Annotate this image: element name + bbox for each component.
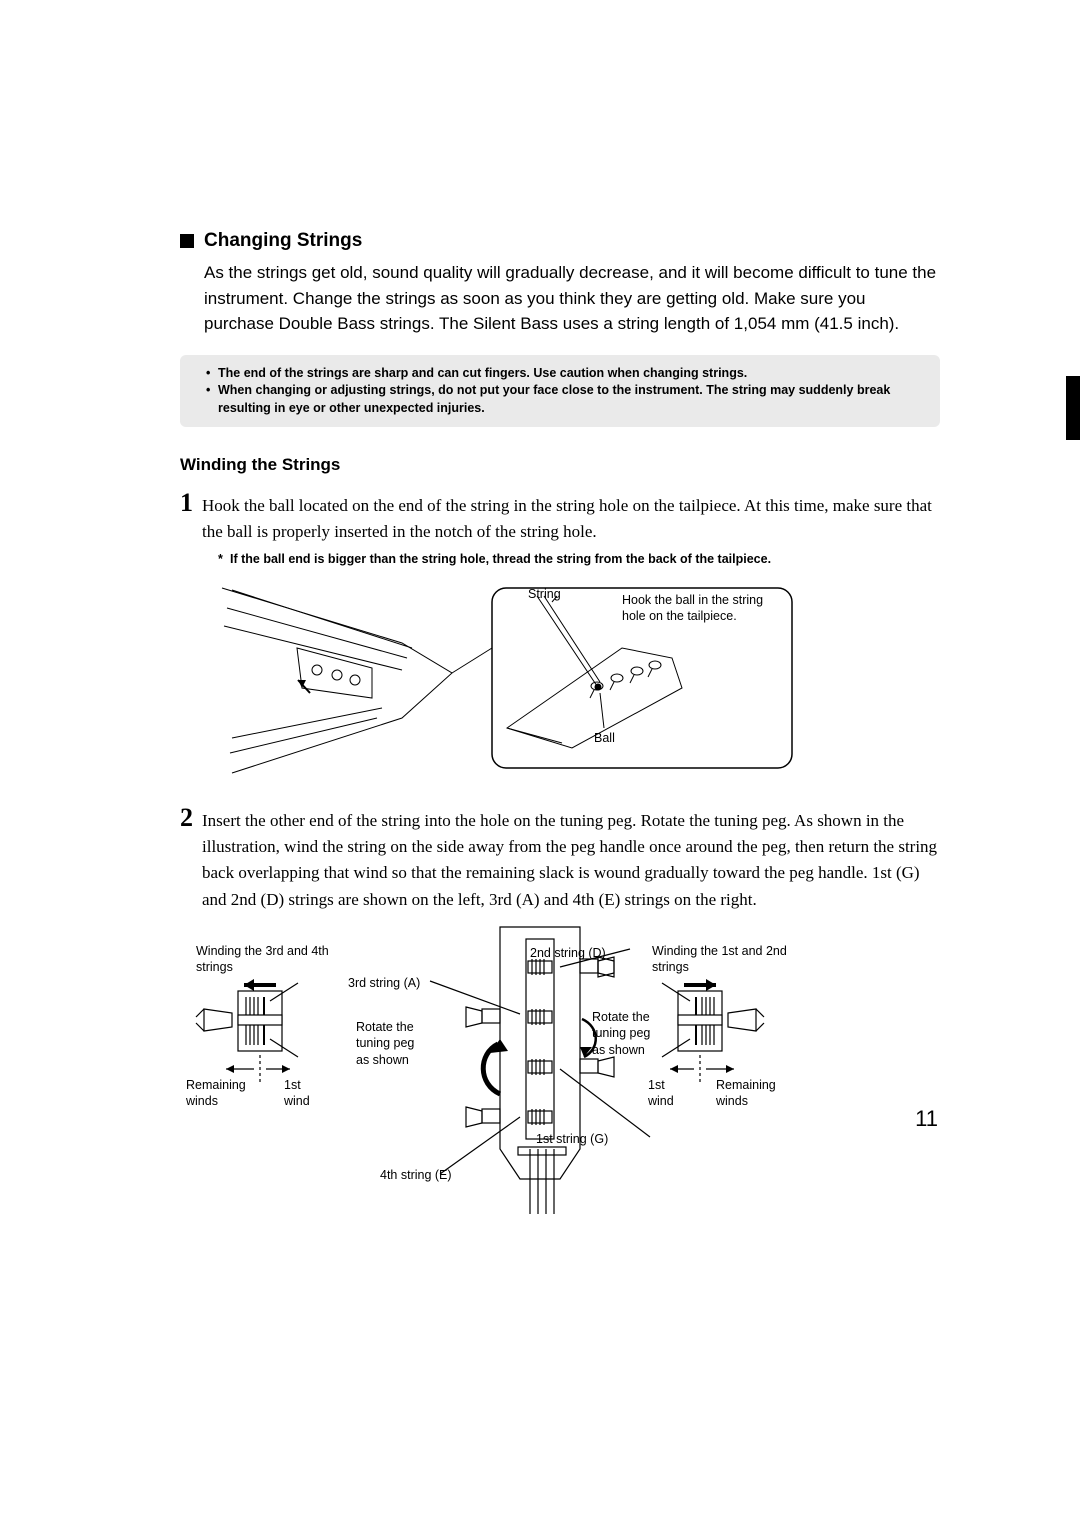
label-remaining-left: Remaining winds bbox=[186, 1077, 256, 1110]
section-title: Changing Strings bbox=[204, 230, 362, 252]
label-wind12: Winding the 1st and 2nd strings bbox=[652, 943, 792, 976]
caution-item: The end of the strings are sharp and can… bbox=[206, 365, 926, 383]
label-ball: Ball bbox=[594, 730, 615, 746]
section-body-text: As the strings get old, sound quality wi… bbox=[204, 260, 940, 337]
step-number: 1 bbox=[180, 489, 202, 546]
label-1g: 1st string (G) bbox=[536, 1131, 608, 1147]
section-title-row: Changing Strings bbox=[180, 230, 940, 252]
caution-box: The end of the strings are sharp and can… bbox=[180, 355, 940, 428]
label-wind34: Winding the 3rd and 4th strings bbox=[196, 943, 336, 976]
figure-winding: Winding the 3rd and 4th strings Remainin… bbox=[180, 919, 940, 1219]
label-firstwind-right: 1st wind bbox=[648, 1077, 688, 1110]
label-firstwind-left: 1st wind bbox=[284, 1077, 324, 1110]
step-text: Insert the other end of the string into … bbox=[202, 804, 940, 913]
label-string: String bbox=[528, 586, 561, 602]
caution-list: The end of the strings are sharp and can… bbox=[194, 365, 926, 418]
page-number: 11 bbox=[915, 1106, 938, 1132]
section-marker-tab bbox=[1066, 376, 1080, 440]
caution-item: When changing or adjusting strings, do n… bbox=[206, 382, 926, 417]
step-1-note: If the ball end is bigger than the strin… bbox=[218, 552, 940, 566]
page: Changing Strings As the strings get old,… bbox=[0, 0, 1080, 1528]
label-3a: 3rd string (A) bbox=[348, 975, 420, 991]
label-rotate-right: Rotate the tuning peg as shown bbox=[592, 1009, 662, 1058]
figure-tailpiece-svg bbox=[202, 578, 922, 778]
step-1: 1 Hook the ball located on the end of th… bbox=[180, 489, 940, 546]
label-4e: 4th string (E) bbox=[380, 1167, 452, 1183]
figure-tailpiece: String Hook the ball in the string hole … bbox=[202, 578, 922, 778]
step-2: 2 Insert the other end of the string int… bbox=[180, 804, 940, 913]
content-area: Changing Strings As the strings get old,… bbox=[180, 230, 940, 1219]
step-text: Hook the ball located on the end of the … bbox=[202, 489, 940, 546]
step-number: 2 bbox=[180, 804, 202, 913]
subheading: Winding the Strings bbox=[180, 455, 940, 475]
label-remaining-right: Remaining winds bbox=[716, 1077, 786, 1110]
label-2d: 2nd string (D) bbox=[530, 945, 606, 961]
label-hook: Hook the ball in the string hole on the … bbox=[622, 592, 782, 625]
section-bullet-icon bbox=[180, 234, 194, 248]
label-rotate-left: Rotate the tuning peg as shown bbox=[356, 1019, 426, 1068]
